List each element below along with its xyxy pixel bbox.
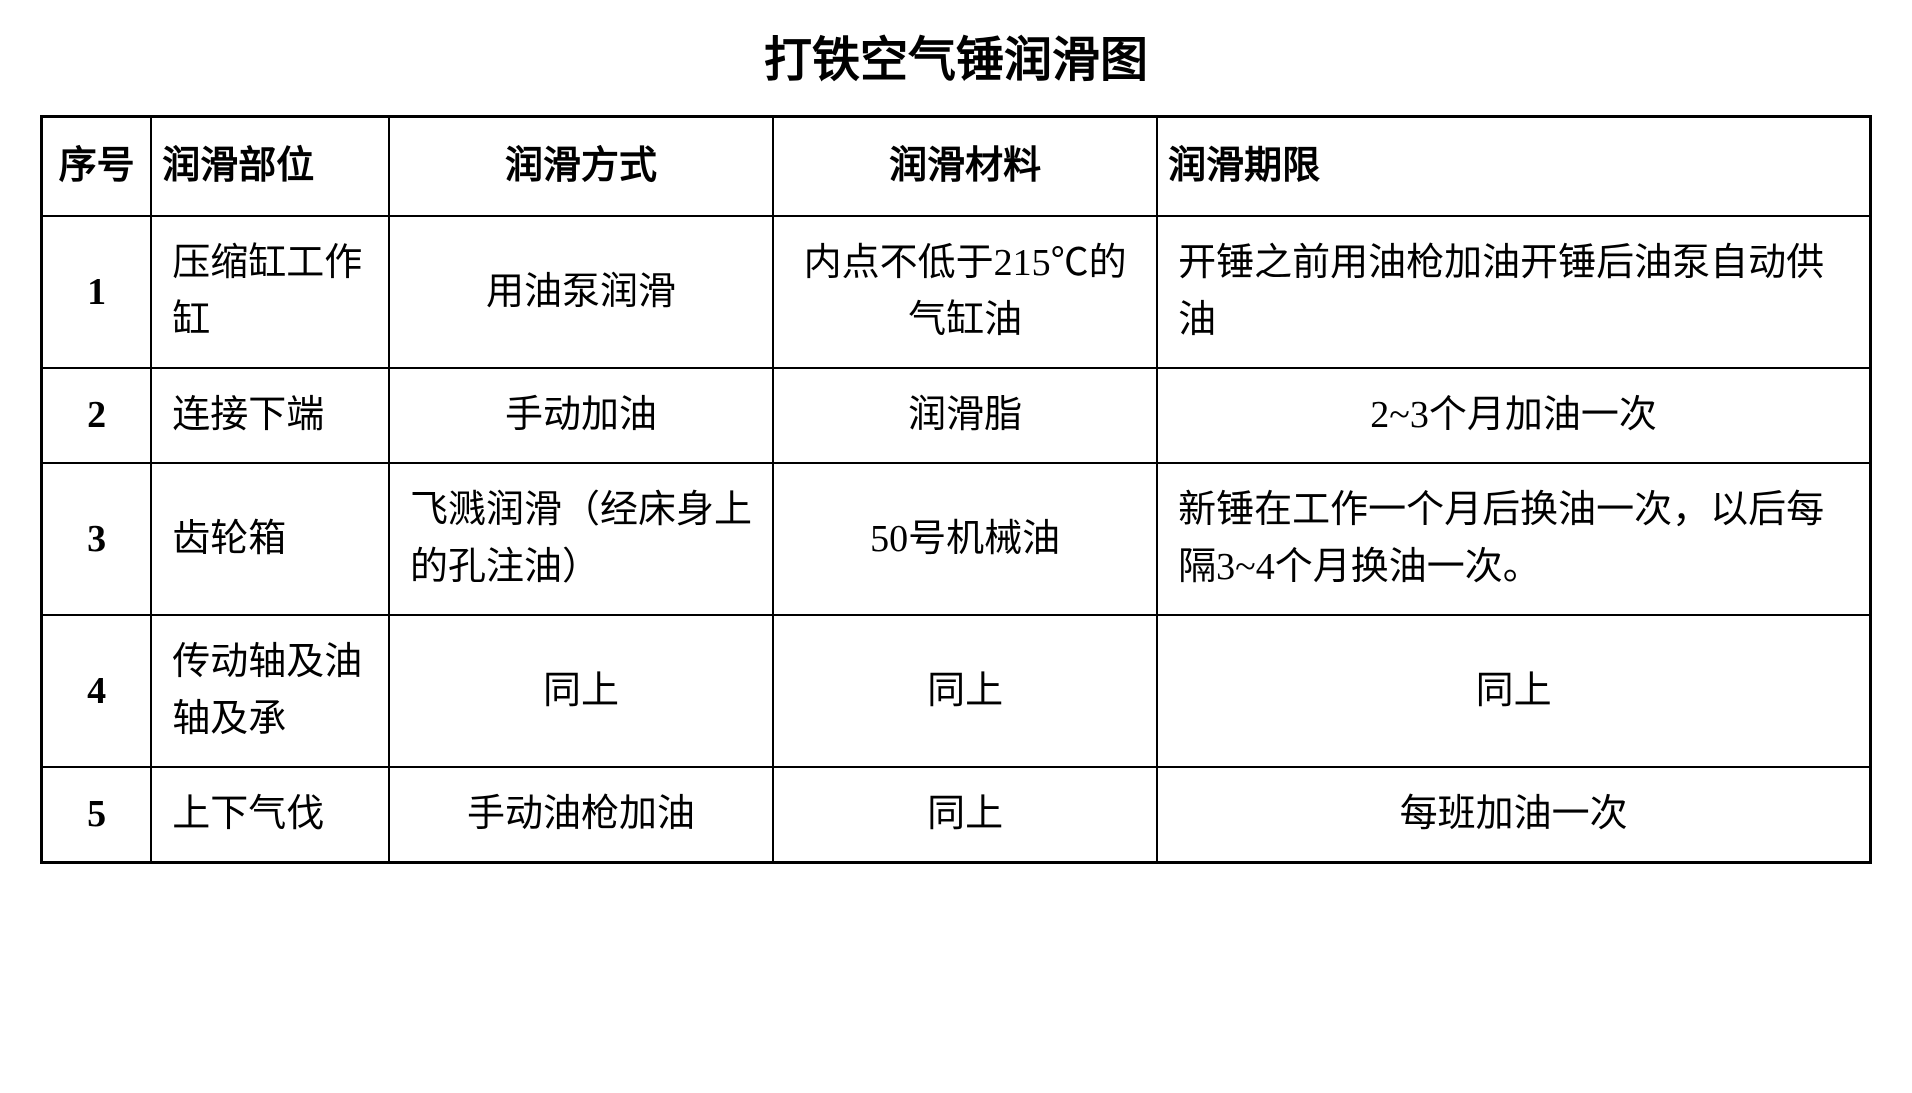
- cell-period: 开锤之前用油枪加油开锤后油泵自动供油: [1157, 216, 1870, 368]
- table-row: 3 齿轮箱 飞溅润滑（经床身上的孔注油） 50号机械油 新锤在工作一个月后换油一…: [42, 463, 1871, 615]
- cell-period: 2~3个月加油一次: [1157, 368, 1870, 463]
- cell-part: 齿轮箱: [151, 463, 389, 615]
- header-period: 润滑期限: [1157, 117, 1870, 217]
- cell-part: 传动轴及油轴及承: [151, 615, 389, 767]
- cell-method: 同上: [389, 615, 773, 767]
- cell-method: 飞溅润滑（经床身上的孔注油）: [389, 463, 773, 615]
- cell-part: 连接下端: [151, 368, 389, 463]
- table-body: 1 压缩缸工作缸 用油泵润滑 内点不低于215℃的气缸油 开锤之前用油枪加油开锤…: [42, 216, 1871, 863]
- table-row: 1 压缩缸工作缸 用油泵润滑 内点不低于215℃的气缸油 开锤之前用油枪加油开锤…: [42, 216, 1871, 368]
- cell-part: 压缩缸工作缸: [151, 216, 389, 368]
- table-header-row: 序号 润滑部位 润滑方式 润滑材料 润滑期限: [42, 117, 1871, 217]
- cell-method: 用油泵润滑: [389, 216, 773, 368]
- cell-num: 3: [42, 463, 152, 615]
- cell-num: 2: [42, 368, 152, 463]
- table-row: 5 上下气伐 手动油枪加油 同上 每班加油一次: [42, 767, 1871, 863]
- cell-num: 4: [42, 615, 152, 767]
- header-method: 润滑方式: [389, 117, 773, 217]
- header-part: 润滑部位: [151, 117, 389, 217]
- cell-method: 手动加油: [389, 368, 773, 463]
- cell-method: 手动油枪加油: [389, 767, 773, 863]
- cell-num: 1: [42, 216, 152, 368]
- header-num: 序号: [42, 117, 152, 217]
- cell-period: 新锤在工作一个月后换油一次，以后每隔3~4个月换油一次。: [1157, 463, 1870, 615]
- table-row: 4 传动轴及油轴及承 同上 同上 同上: [42, 615, 1871, 767]
- table-row: 2 连接下端 手动加油 润滑脂 2~3个月加油一次: [42, 368, 1871, 463]
- cell-material: 同上: [773, 615, 1157, 767]
- cell-material: 内点不低于215℃的气缸油: [773, 216, 1157, 368]
- cell-material: 润滑脂: [773, 368, 1157, 463]
- lubrication-table: 序号 润滑部位 润滑方式 润滑材料 润滑期限 1 压缩缸工作缸 用油泵润滑 内点…: [40, 115, 1872, 864]
- cell-num: 5: [42, 767, 152, 863]
- header-material: 润滑材料: [773, 117, 1157, 217]
- cell-period: 每班加油一次: [1157, 767, 1870, 863]
- cell-material: 同上: [773, 767, 1157, 863]
- cell-part: 上下气伐: [151, 767, 389, 863]
- cell-period: 同上: [1157, 615, 1870, 767]
- cell-material: 50号机械油: [773, 463, 1157, 615]
- document-title: 打铁空气锤润滑图: [40, 20, 1872, 90]
